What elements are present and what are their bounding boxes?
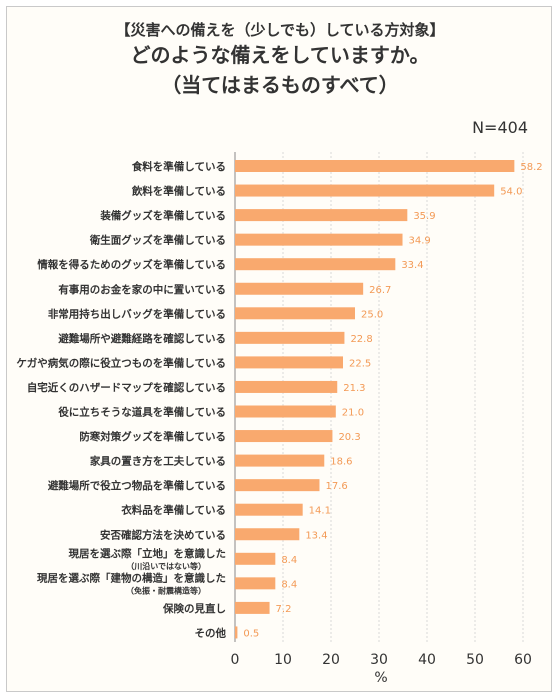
category-label: その他 (195, 626, 227, 639)
bar (235, 258, 396, 271)
x-tick-label: 20 (322, 652, 340, 668)
category-label: 役に立ちそうな道具を準備している (57, 406, 226, 419)
category-label: 衛生面グッズを準備している (89, 234, 226, 247)
bar (235, 528, 300, 541)
category-label: 避難場所や避難経路を確認している (57, 332, 226, 345)
x-tick-label: 40 (418, 652, 436, 668)
bar (235, 282, 364, 295)
bar (235, 430, 333, 443)
bar (235, 184, 495, 197)
bar (235, 233, 403, 246)
bar-value-label: 13.4 (305, 530, 327, 541)
category-label: 有事用のお金を家の中に置いている (58, 283, 226, 296)
category-label: 保険の見直し (162, 602, 226, 615)
bar (235, 601, 270, 614)
bar-value-label: 21.3 (343, 383, 365, 394)
category-note: （川沿いではない等） (126, 561, 206, 571)
bar-value-label: 21.0 (342, 408, 364, 419)
bar (235, 552, 276, 565)
bar (235, 479, 320, 492)
bar-value-label: 20.3 (338, 432, 360, 443)
bar-value-label: 22.8 (350, 334, 372, 345)
category-label: 飲料を準備している (131, 185, 226, 198)
category-label: 装備グッズを準備している (99, 209, 226, 222)
x-tick-label: 60 (514, 652, 532, 668)
category-label: 現居を選ぶ際「建物の構造」を意識した (37, 571, 226, 584)
chart-header: 【災害への備えを（少しでも）している方対象】 どのような備えをしていますか。 （… (0, 20, 560, 100)
bar (235, 356, 343, 369)
chart-title-line-2: （当てはまるものすべて） (161, 73, 399, 97)
bar (235, 626, 238, 639)
bar-value-label: 35.9 (413, 211, 435, 222)
sample-size-label: N=404 (472, 118, 528, 137)
x-tick-label: 30 (370, 652, 388, 668)
category-label: 衣料品を準備している (121, 504, 226, 517)
bar-value-label: 58.2 (520, 162, 542, 173)
x-axis-label: % (374, 670, 387, 686)
bar (235, 331, 345, 344)
category-label: ケガや病気の際に役立つものを準備している (16, 356, 226, 369)
bar (235, 160, 515, 172)
bar (235, 503, 303, 516)
category-label: 家具の置き方を工夫している (90, 455, 226, 468)
category-note: （免振・耐震構造等） (126, 585, 206, 595)
bar (235, 380, 338, 393)
x-tick-label: 10 (274, 652, 292, 668)
category-label: 現居を選ぶ際「立地」を意識した (69, 547, 227, 560)
bar-value-label: 33.4 (401, 260, 423, 271)
bar-value-label: 25.0 (361, 309, 383, 320)
bar (235, 454, 325, 467)
bar-value-label: 17.6 (325, 481, 347, 492)
x-tick-label: 50 (466, 652, 484, 668)
category-label: 防寒対策グッズを準備している (79, 430, 226, 443)
category-label: 安否確認方法を決めている (100, 528, 226, 541)
category-label: 自宅近くのハザードマップを確認している (27, 381, 226, 394)
bar (235, 307, 355, 320)
chart-subtitle: 【災害への備えを（少しでも）している方対象】 (115, 21, 445, 39)
category-label: 食料を準備している (131, 160, 226, 173)
chart-title-line-1: どのような備えをしていますか。 (130, 43, 430, 67)
bar-value-label: 18.6 (330, 457, 352, 468)
bar (235, 209, 408, 222)
bar-value-label: 22.5 (349, 358, 371, 369)
bar-value-label: 14.1 (309, 506, 331, 517)
bar-value-label: 0.5 (243, 628, 259, 639)
bar-value-label: 54.0 (500, 187, 522, 198)
bar-value-label: 8.4 (281, 555, 297, 566)
bar (235, 577, 276, 590)
chart-frame (6, 6, 552, 692)
bar (235, 405, 336, 418)
category-label: 非常用持ち出しバッグを準備している (48, 307, 226, 320)
bar-value-label: 8.4 (281, 579, 297, 590)
bar-value-label: 26.7 (369, 285, 391, 296)
category-label: 避難場所で役立つ物品を準備している (47, 479, 226, 492)
bar-value-label: 34.9 (409, 236, 431, 247)
x-tick-label: 0 (231, 652, 240, 668)
category-label: 情報を得るためのグッズを準備している (37, 258, 226, 271)
bar-value-label: 7.2 (276, 604, 292, 615)
